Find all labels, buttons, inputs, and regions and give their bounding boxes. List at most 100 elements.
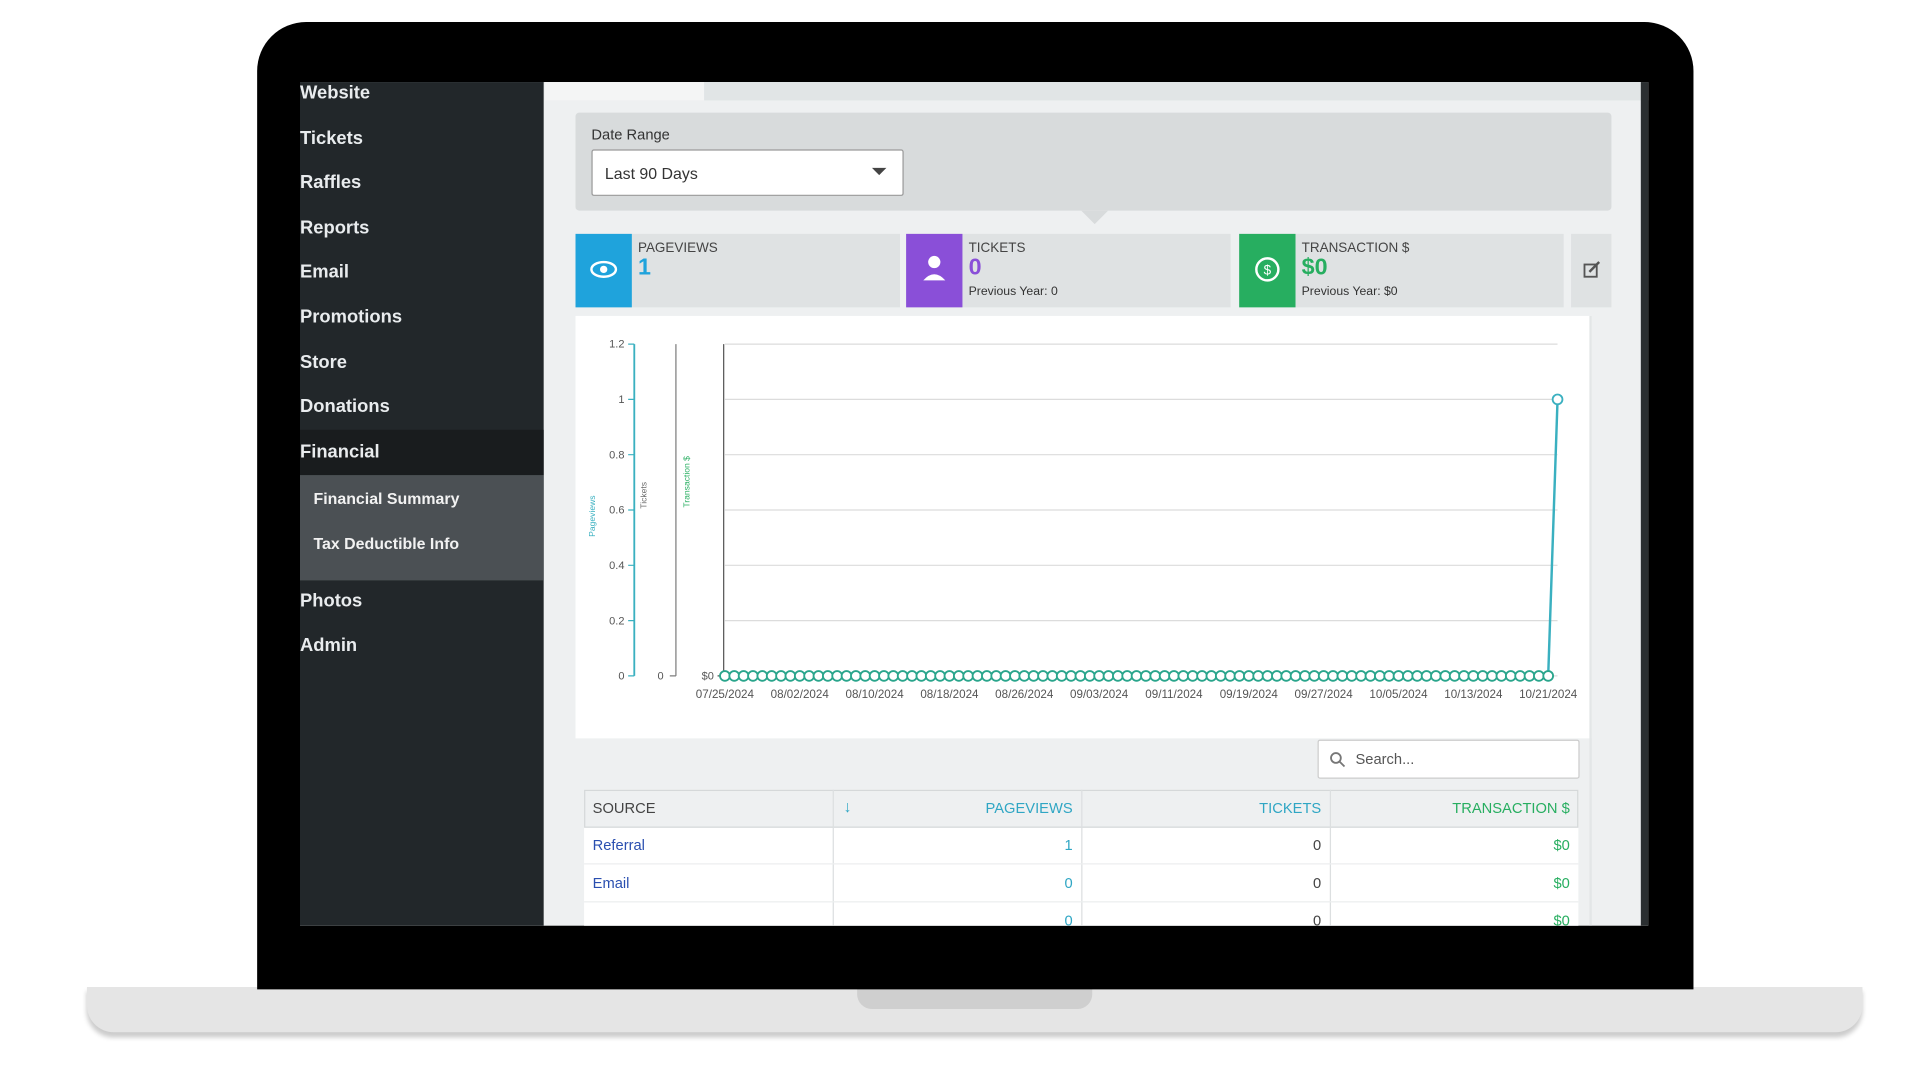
x-tick-label: 08/10/2024 <box>845 688 904 701</box>
column-header[interactable]: TICKETS <box>1259 799 1322 817</box>
nav-item[interactable]: Photos <box>300 590 363 612</box>
nav-item[interactable]: Tickets <box>300 127 363 149</box>
data-point <box>1018 670 1031 682</box>
column-divider <box>1081 789 1083 926</box>
data-point <box>1299 670 1311 682</box>
table-cell: 0 <box>1313 836 1322 854</box>
x-tick-label: 08/02/2024 <box>771 688 830 701</box>
x-tick-label: 07/25/2024 <box>696 688 755 701</box>
y-tick-label: 1.2 <box>609 339 624 351</box>
edit-button[interactable] <box>1571 233 1612 308</box>
date-range-label: Date Range <box>591 126 670 144</box>
y-tick-label: 1 <box>618 394 624 406</box>
data-point <box>747 670 759 682</box>
svg-text:$: $ <box>1264 262 1272 277</box>
stat-card: TICKETS 0 Previous Year: 0 <box>906 233 1231 308</box>
y-tick-label: 0.2 <box>609 615 624 627</box>
stat-icon <box>575 233 632 308</box>
y3-tick-label: $0 <box>702 671 714 683</box>
x-tick-label: 08/26/2024 <box>995 688 1054 701</box>
data-point <box>1065 670 1077 682</box>
submenu-item[interactable]: Tax Deductible Info <box>313 534 460 553</box>
data-point <box>1130 670 1143 682</box>
data-point <box>1317 670 1330 682</box>
submenu-item[interactable]: Financial Summary <box>313 488 460 508</box>
nav-item[interactable]: Donations <box>300 396 390 418</box>
source-link[interactable]: Email <box>592 874 630 892</box>
data-point <box>812 670 825 682</box>
nav-item[interactable]: Admin <box>300 635 358 657</box>
data-point <box>1495 670 1508 682</box>
data-point <box>1055 670 1068 682</box>
table-cell: $0 <box>1553 874 1570 892</box>
data-point <box>775 670 787 682</box>
data-point <box>1037 670 1049 682</box>
x-tick-label: 09/19/2024 <box>1220 688 1279 701</box>
table-cell: 0 <box>1313 912 1322 926</box>
nav-item[interactable]: Reports <box>300 217 370 238</box>
data-point <box>756 670 769 682</box>
data-point <box>1271 670 1283 682</box>
data-point <box>1289 670 1302 682</box>
row-divider <box>584 901 1579 903</box>
data-point <box>850 670 862 682</box>
data-point <box>990 670 1003 682</box>
source-link[interactable]: Referral <box>592 836 645 854</box>
stat-value: 1 <box>637 254 651 281</box>
data-point <box>728 670 741 682</box>
screen: Website Tickets Raffles Reports Email Promoti… <box>300 82 1649 926</box>
x-tick-label: 10/05/2024 <box>1369 688 1428 701</box>
nav-item[interactable]: Raffles <box>300 172 362 194</box>
nav-item[interactable]: Financial <box>300 441 380 462</box>
nav-item[interactable]: Email <box>300 261 350 283</box>
data-point <box>1533 670 1545 682</box>
data-point <box>1467 670 1480 682</box>
nav-item[interactable]: Promotions <box>300 306 403 328</box>
data-point <box>1392 670 1405 682</box>
table-cell: 0 <box>1313 874 1322 892</box>
data-point <box>793 670 806 682</box>
data-point <box>1205 670 1218 682</box>
data-point <box>1551 393 1564 406</box>
column-header[interactable]: TRANSACTION $ <box>1452 799 1570 817</box>
data-point <box>924 670 937 682</box>
date-range-select[interactable]: Last 90 Days <box>591 149 904 196</box>
data-point <box>1074 670 1087 682</box>
data-point <box>1027 670 1040 682</box>
column-divider <box>832 789 834 926</box>
data-point <box>1261 670 1274 682</box>
data-point <box>1439 670 1452 682</box>
stat-previous: Previous Year: $0 <box>1301 285 1398 299</box>
data-point <box>719 670 731 682</box>
data-point <box>1242 670 1255 682</box>
data-point <box>831 670 843 682</box>
chart: 0 0.2 0.4 0.6 0.8 1 1.2 Pageviews Tickets 0 Transa… <box>575 315 1592 739</box>
dropdown-arrow <box>871 167 887 176</box>
table-cell: 1 <box>1064 836 1073 854</box>
column-header[interactable]: SOURCE <box>592 799 656 817</box>
table-header <box>584 789 1579 828</box>
stat-icon: $ <box>1239 233 1296 308</box>
data-point <box>1252 670 1264 682</box>
y-tick-label: 0.8 <box>609 449 624 461</box>
search-box[interactable]: Search... <box>1317 739 1580 779</box>
nav-item[interactable]: Website <box>300 82 371 104</box>
data-point <box>1345 670 1358 682</box>
data-point <box>878 670 890 682</box>
data-point <box>896 670 909 682</box>
sidebar: Website Tickets Raffles Reports Email Promoti… <box>300 82 544 926</box>
data-point <box>1177 670 1190 682</box>
data-point <box>859 670 872 682</box>
column-header[interactable]: PAGEVIEWS <box>985 799 1073 817</box>
data-point <box>1083 670 1096 682</box>
tab[interactable] <box>544 82 705 101</box>
data-point <box>1093 670 1105 682</box>
data-point <box>934 670 946 682</box>
stat-label: TICKETS <box>968 241 1026 256</box>
series-line <box>724 399 1559 678</box>
x-tick-label: 09/27/2024 <box>1295 688 1354 701</box>
data-point <box>981 670 993 682</box>
nav-item[interactable]: Store <box>300 351 347 373</box>
